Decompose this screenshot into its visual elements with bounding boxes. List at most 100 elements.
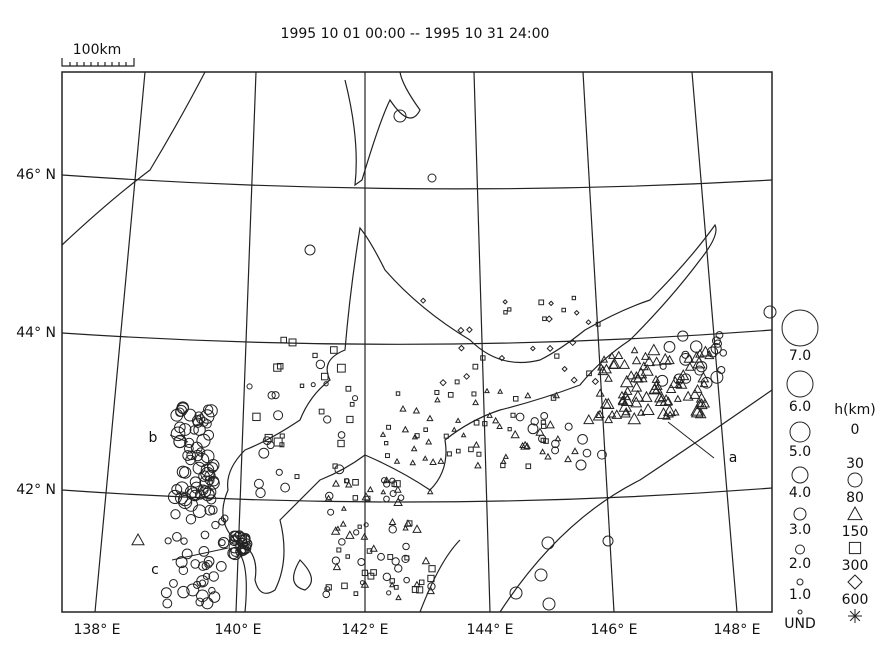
- earthquake: [332, 562, 342, 571]
- earthquake: [571, 295, 577, 301]
- annotation: b: [149, 430, 158, 446]
- earthquake: [237, 544, 249, 556]
- earthquake: [351, 395, 359, 402]
- earthquake: [679, 352, 693, 366]
- lake: [293, 559, 312, 591]
- earthquake: [460, 432, 467, 438]
- earthquake: [175, 491, 188, 505]
- latitude-label: 42° N: [16, 482, 56, 498]
- earthquake: [344, 478, 350, 484]
- magnitude-label: 7.0: [789, 348, 811, 364]
- earthquake: [387, 554, 394, 560]
- earthquake: [455, 417, 462, 423]
- earthquake: [200, 449, 215, 464]
- earthquake: [692, 384, 703, 393]
- depth-symbol: [847, 574, 863, 590]
- annotation-arrow: [171, 547, 229, 561]
- earthquake: [651, 356, 662, 366]
- earthquake: [694, 365, 705, 376]
- magnitude-symbol: [797, 609, 803, 615]
- earthquake: [497, 388, 504, 394]
- magnitude-label: 6.0: [789, 399, 811, 415]
- earthquake: [338, 538, 346, 546]
- latitude-label: 46° N: [16, 167, 56, 183]
- annotation-arrow: [169, 434, 189, 443]
- earthquake: [507, 307, 512, 312]
- magnitude-symbol: [796, 578, 804, 586]
- earthquake: [439, 378, 447, 387]
- earthquake: [639, 374, 648, 383]
- earthquake: [666, 410, 674, 418]
- earthquake: [262, 436, 272, 446]
- magnitude-label: 1.0: [789, 587, 811, 603]
- earthquake: [515, 412, 525, 422]
- coastlines: [61, 71, 773, 613]
- earthquake: [546, 344, 554, 352]
- earthquake: [160, 587, 172, 599]
- annotation-arrow: [667, 421, 715, 459]
- earthquake: [324, 494, 333, 502]
- earthquake: [402, 542, 410, 551]
- earthquake: [197, 484, 209, 496]
- earthquake: [325, 584, 332, 591]
- earthquake: [665, 383, 677, 393]
- earthquake: [312, 352, 318, 359]
- earthquake: [571, 447, 579, 455]
- earthquake: [383, 495, 390, 503]
- earthquake: [700, 376, 713, 389]
- earthquake: [599, 355, 609, 363]
- earthquake: [177, 585, 190, 599]
- earthquake: [486, 412, 493, 418]
- earthquake: [178, 494, 193, 510]
- earthquake: [482, 421, 488, 427]
- earthquake: [323, 381, 329, 387]
- earthquake: [310, 382, 316, 388]
- earthquake: [692, 356, 706, 369]
- earthquake: [324, 586, 331, 593]
- earthquake: [315, 359, 326, 370]
- earthquake: [202, 419, 212, 429]
- earthquake: [570, 376, 578, 384]
- earthquake: [595, 388, 605, 397]
- earthquake: [542, 316, 547, 322]
- earthquake: [591, 377, 600, 386]
- earthquake: [541, 536, 555, 550]
- earthquake: [336, 547, 342, 553]
- coastline: [419, 539, 461, 613]
- earthquake: [426, 586, 435, 595]
- scale-ticks: [61, 58, 135, 67]
- earthquake: [258, 447, 270, 459]
- earthquake: [386, 424, 392, 430]
- earthquake: [626, 370, 637, 380]
- earthquake: [423, 427, 428, 433]
- earthquake: [264, 433, 273, 443]
- earthquake: [664, 354, 675, 365]
- map-title: 1995 10 01 00:00 -- 1995 10 31 24:00: [281, 26, 550, 42]
- magnitude-symbol: [793, 507, 807, 521]
- earthquake: [595, 409, 605, 419]
- parallel: [61, 487, 773, 503]
- earthquake: [340, 505, 347, 511]
- earthquake: [204, 470, 216, 482]
- latitude-label: 44° N: [16, 325, 56, 341]
- earthquake: [334, 464, 345, 475]
- earthquake: [607, 358, 620, 370]
- depth-symbol: [847, 472, 863, 488]
- earthquake: [393, 584, 399, 590]
- parallel: [61, 329, 773, 345]
- depth-legend-title: h(km): [834, 402, 876, 418]
- earthquake: [190, 559, 201, 569]
- earthquake: [202, 572, 211, 580]
- earthquake: [632, 372, 644, 383]
- graticule: [61, 71, 773, 613]
- earthquake: [443, 433, 449, 439]
- events: [131, 109, 777, 611]
- earthquake: [500, 462, 506, 469]
- depth-symbol: [848, 541, 862, 555]
- earthquake: [397, 494, 405, 501]
- earthquake: [420, 297, 427, 304]
- annotation: a: [729, 450, 738, 466]
- earthquake: [682, 390, 694, 401]
- earthquake: [345, 554, 350, 559]
